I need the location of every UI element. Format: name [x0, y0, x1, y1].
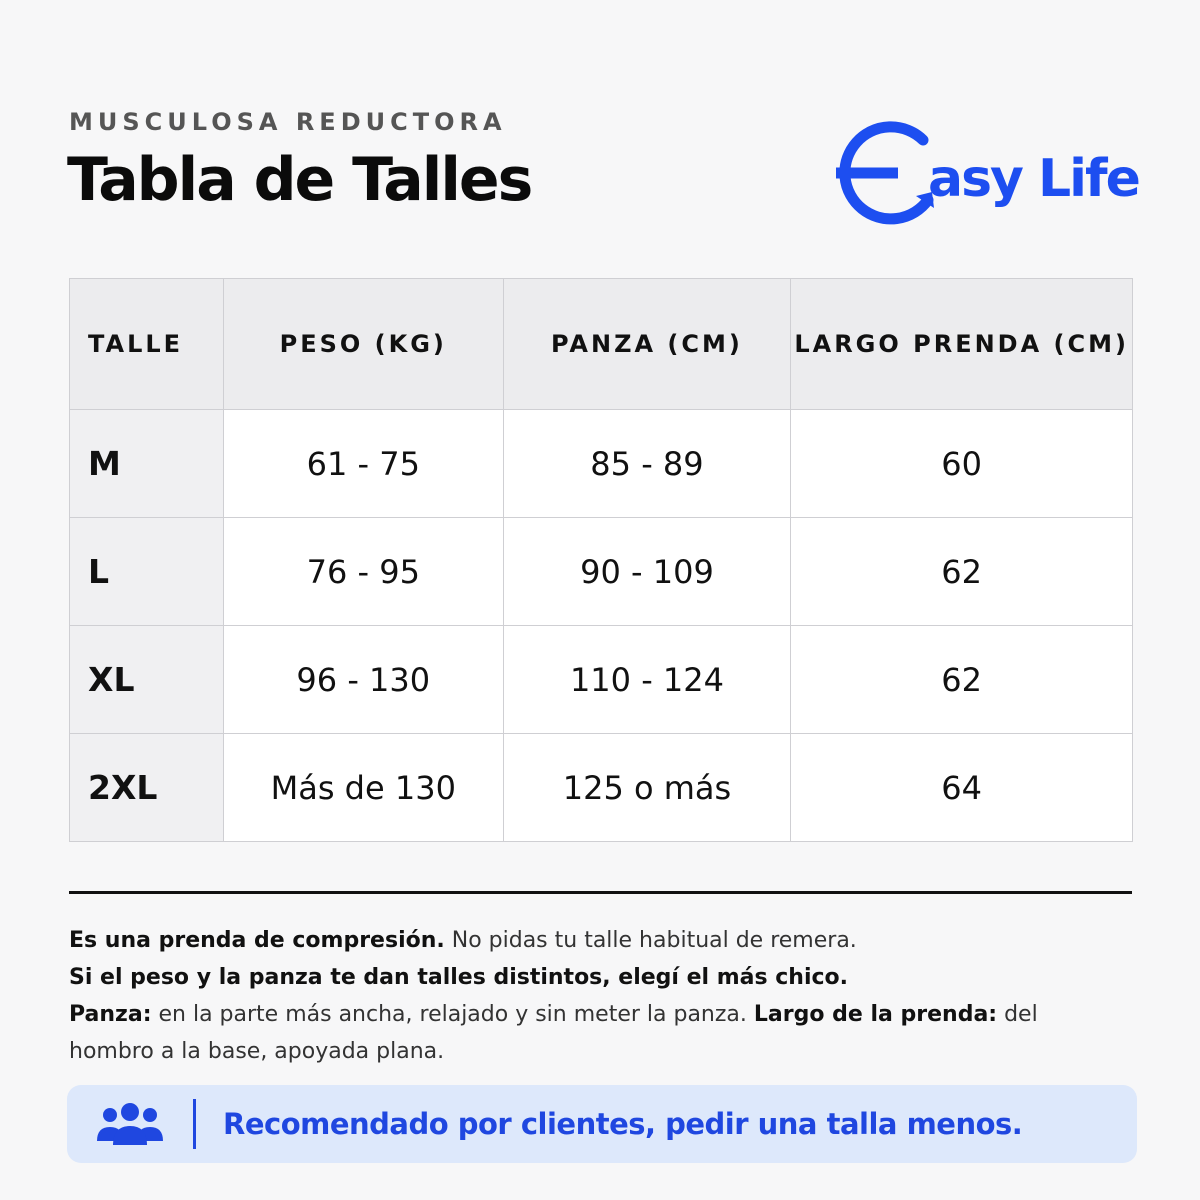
- column-header: TALLE: [69, 278, 224, 410]
- size-cell: M: [69, 409, 224, 518]
- cell: 61 - 75: [222, 409, 504, 518]
- cell: 90 - 109: [502, 517, 792, 626]
- note-text: Panza:: [69, 1002, 152, 1027]
- note: Panza: en la parte más ancha, relajado y…: [69, 996, 1129, 1070]
- cell: 125 o más: [502, 733, 792, 842]
- people-icon: [97, 1103, 163, 1145]
- banner-divider: [193, 1099, 196, 1149]
- note-text: en la parte más ancha, relajado y sin me…: [158, 1002, 747, 1027]
- banner-text: Recomendado por clientes, pedir una tall…: [223, 1107, 1023, 1141]
- logo-text: asy Life: [928, 149, 1139, 209]
- column-header: PESO (KG): [222, 278, 504, 410]
- cell: 64: [790, 733, 1133, 842]
- cell: 62: [790, 517, 1133, 626]
- note: Es una prenda de compresión. No pidas tu…: [69, 922, 1129, 959]
- cell: 110 - 124: [502, 625, 792, 734]
- table-row: L 76 - 95 90 - 109 62: [69, 517, 1133, 626]
- size-table: TALLE PESO (KG) PANZA (CM) LARGO PRENDA (CM…: [69, 278, 1133, 842]
- cell: Más de 130: [222, 733, 504, 842]
- size-cell: 2XL: [69, 733, 224, 842]
- logo: asy Life: [836, 121, 1141, 225]
- note-text: del hombro a la base, apoyada plana.: [69, 1002, 1038, 1064]
- cell: 76 - 95: [222, 517, 504, 626]
- size-cell: L: [69, 517, 224, 626]
- note-text: Si el peso y la panza te dan talles dist…: [69, 965, 849, 990]
- cell: 96 - 130: [222, 625, 504, 734]
- column-header: LARGO PRENDA (CM): [790, 278, 1133, 410]
- cell: 85 - 89: [502, 409, 792, 518]
- table-row: 2XL Más de 130 125 o más 64: [69, 733, 1133, 842]
- cell: 62: [790, 625, 1133, 734]
- note-text: Largo de la prenda:: [753, 1002, 998, 1027]
- note-text: No pidas tu talle habitual de remera.: [451, 928, 857, 953]
- note: Si el peso y la panza te dan talles dist…: [69, 959, 1129, 996]
- banner: Recomendado por clientes, pedir una tall…: [67, 1085, 1137, 1163]
- cell: 60: [790, 409, 1133, 518]
- note-text: Es una prenda de compresión.: [69, 928, 445, 953]
- notes: Es una prenda de compresión. No pidas tu…: [69, 922, 1129, 1070]
- divider: [69, 891, 1132, 894]
- table-row: XL 96 - 130 110 - 124 62: [69, 625, 1133, 734]
- title: Tabla de Talles: [67, 145, 533, 215]
- subtitle: MUSCULOSA REDUCTORA: [69, 108, 507, 136]
- size-cell: XL: [69, 625, 224, 734]
- column-header: PANZA (CM): [502, 278, 792, 410]
- table-row: M 61 - 75 85 - 89 60: [69, 409, 1133, 518]
